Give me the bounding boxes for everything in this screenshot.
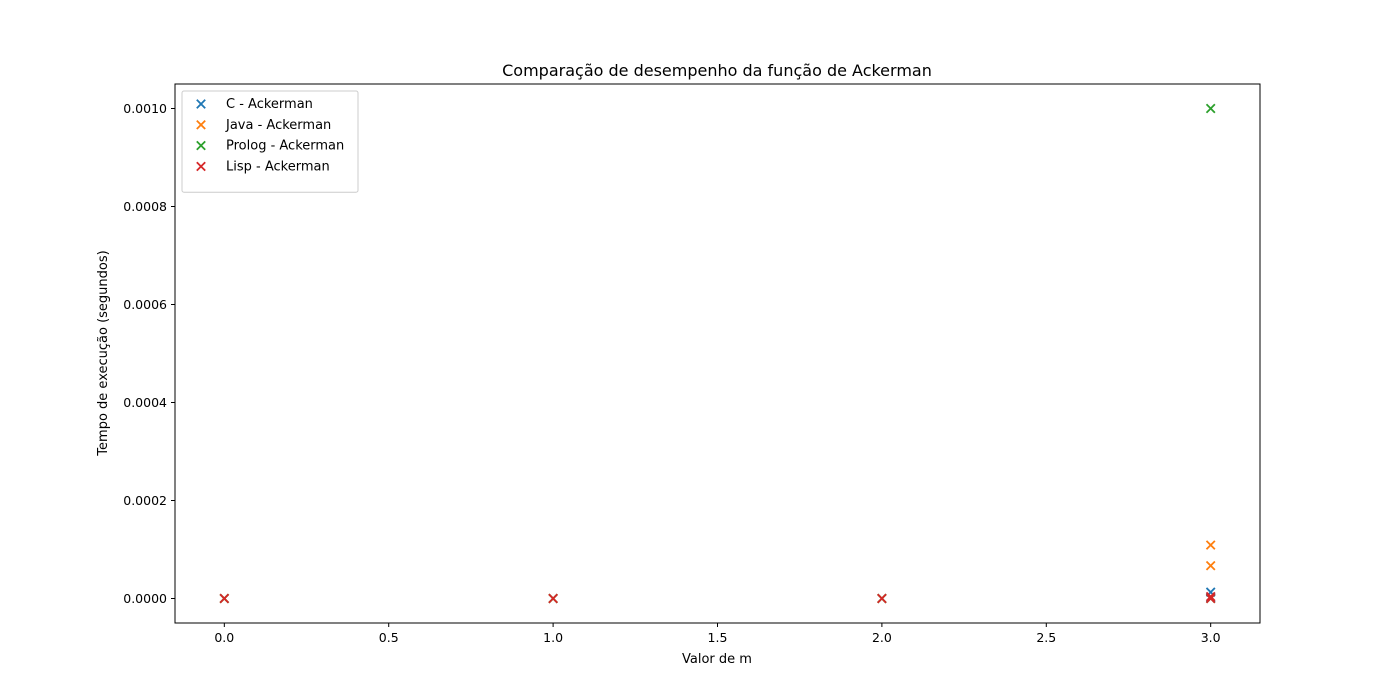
legend-marker [196, 99, 206, 109]
y-tick-label: 0.0008 [123, 199, 167, 214]
legend-marker [196, 161, 206, 172]
legend-marker [196, 140, 206, 151]
data-point [1205, 591, 1216, 602]
y-tick-label: 0.0000 [123, 591, 167, 606]
series-3 [219, 103, 1216, 604]
data-point [219, 593, 230, 604]
y-tick-label: 0.0002 [123, 493, 167, 508]
legend-marker [196, 119, 206, 130]
data-point [548, 593, 558, 604]
x-tick-label: 3.0 [1201, 630, 1221, 645]
legend-label: Lisp - Ackerman [226, 159, 330, 174]
legend-label: C - Ackerman [226, 97, 313, 112]
legend-label: Prolog - Ackerman [226, 139, 344, 154]
legend-label: Java - Ackerman [225, 118, 331, 133]
legend-box [181, 90, 359, 193]
x-tick-label: 1.0 [543, 630, 563, 645]
legend-item: Lisp - Ackerman [196, 159, 330, 174]
x-tick-label: 0.0 [214, 630, 234, 645]
x-axis: 0.0 0.5 1.0 1.5 2.0 2.5 3.0 [214, 623, 1221, 645]
data-point [1205, 540, 1216, 550]
series-2 [219, 540, 1216, 604]
data-point [1205, 593, 1216, 604]
legend-item: Java - Ackerman [196, 118, 331, 133]
data-point [1205, 103, 1216, 114]
data-points [219, 103, 1216, 604]
x-tick-label: 2.5 [1036, 630, 1056, 645]
data-point [1205, 560, 1216, 571]
data-point [877, 593, 887, 604]
x-tick-label: 0.5 [379, 630, 399, 645]
y-tick-label: 0.0006 [123, 297, 167, 312]
x-tick-label: 1.5 [708, 630, 728, 645]
x-axis-label: Valor de m [682, 652, 752, 667]
x-tick-label: 2.0 [872, 630, 892, 645]
series-4 [219, 591, 1216, 604]
y-tick-label: 0.0010 [123, 101, 167, 116]
legend: C - Ackerman Java - Ackerman Prolog - Acke… [181, 90, 359, 193]
y-axis: 0.0000 0.0002 0.0004 0.0006 0.0008 0.0010 [123, 101, 175, 606]
y-axis-label: Tempo de execução (segundos) [96, 250, 111, 456]
chart-title: Comparação de desempenho da função de Ac… [502, 61, 932, 80]
y-tick-label: 0.0004 [123, 395, 167, 410]
series-1 [219, 587, 1216, 604]
legend-item: Prolog - Ackerman [196, 139, 344, 154]
legend-item: C - Ackerman [196, 97, 313, 112]
